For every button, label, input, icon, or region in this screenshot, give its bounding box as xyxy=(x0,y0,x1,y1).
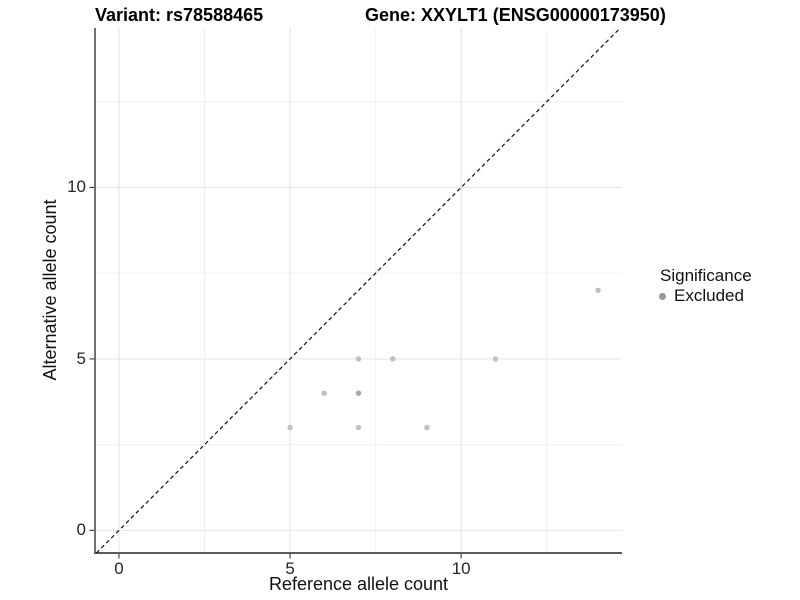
y-axis-title: Alternative allele count xyxy=(40,199,60,381)
legend-item-label: Excluded xyxy=(674,286,744,305)
y-tick-label: 0 xyxy=(76,520,86,540)
plot-title-variant: Variant: rs78588465 xyxy=(95,5,264,25)
data-point xyxy=(390,356,396,362)
y-tick-label: 5 xyxy=(76,348,86,368)
data-point xyxy=(355,424,362,431)
legend: Significance Excluded xyxy=(650,266,752,306)
data-point xyxy=(355,390,362,396)
data-point xyxy=(355,356,362,362)
x-tick-label: 5 xyxy=(285,559,295,578)
data-point xyxy=(424,424,430,431)
legend-point-icon xyxy=(659,292,666,300)
x-tick-label: 10 xyxy=(451,559,471,578)
data-point xyxy=(492,356,499,362)
legend-title: Significance xyxy=(660,266,752,285)
data-point xyxy=(595,287,601,294)
identity-line xyxy=(95,27,621,554)
plot-title-gene: Gene: XXYLT1 (ENSG00000173950) xyxy=(365,5,666,25)
data-point xyxy=(287,424,293,431)
x-tick-label: 0 xyxy=(114,559,124,578)
y-tick-label: 10 xyxy=(67,177,86,197)
x-axis-title: Reference allele count xyxy=(268,574,449,594)
data-point xyxy=(321,390,327,396)
legend-item: Excluded xyxy=(650,286,752,306)
